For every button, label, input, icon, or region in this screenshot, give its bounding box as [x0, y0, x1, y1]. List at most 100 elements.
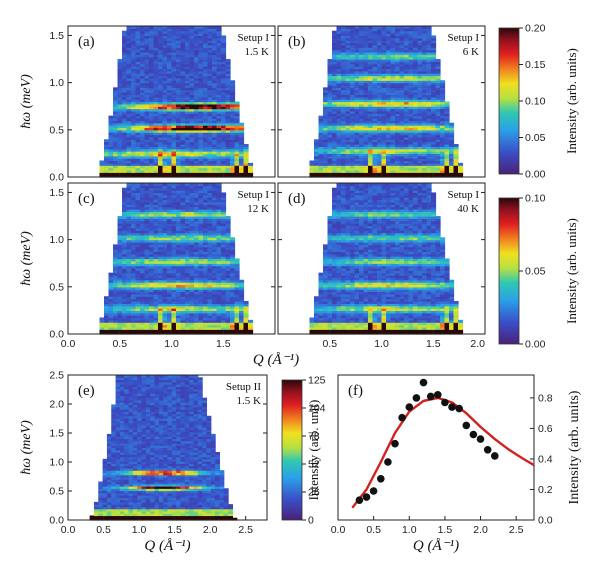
heatmap-cell [126, 49, 132, 53]
heatmap-cell [345, 158, 351, 162]
heatmap-cell [180, 256, 186, 260]
heatmap-cell [198, 223, 204, 227]
heatmap-cell [158, 33, 164, 37]
heatmap-cell [372, 73, 378, 77]
heatmap-cell [162, 234, 168, 238]
heatmap-cell [158, 54, 164, 58]
heatmap-cell [149, 73, 155, 77]
heatmap-cell [359, 167, 365, 171]
heatmap-cell [185, 251, 191, 255]
heatmap-cell [135, 241, 141, 245]
heatmap-cell [230, 94, 236, 98]
heatmap-cell [171, 148, 177, 152]
heatmap-cell [440, 153, 446, 157]
heatmap-cell [108, 172, 114, 176]
heatmap-cell [341, 148, 347, 152]
heatmap-cell [126, 153, 132, 157]
heatmap-cell [126, 329, 132, 333]
heatmap-cell [207, 87, 213, 91]
heatmap-cell [212, 174, 218, 178]
heatmap-cell [180, 63, 186, 67]
heatmap-cell [117, 326, 123, 330]
heatmap-cell [207, 143, 213, 147]
heatmap-cell [122, 293, 128, 297]
heatmap-cell [144, 234, 150, 238]
heatmap-cell [435, 174, 441, 178]
heatmap-cell [341, 153, 347, 157]
heatmap-cell [318, 160, 324, 164]
heatmap-cell [126, 187, 132, 191]
heatmap-cell [395, 129, 401, 133]
heatmap-cell [381, 63, 387, 67]
heatmap-cell [144, 136, 150, 140]
heatmap-cell [162, 187, 168, 191]
heatmap-cell [207, 33, 213, 37]
heatmap-cell [440, 169, 446, 173]
heatmap-cell [180, 185, 186, 189]
heatmap-cell [180, 319, 186, 323]
heatmap-cell [395, 127, 401, 131]
heatmap-cell [372, 174, 378, 178]
heatmap-cell [144, 216, 150, 219]
heatmap-cell [372, 56, 378, 60]
heatmap-cell [212, 26, 218, 29]
heatmap-cell [153, 291, 159, 295]
heatmap-cell [248, 165, 254, 169]
heatmap-cell [458, 167, 464, 171]
heatmap-cell [363, 99, 369, 103]
heatmap-cell [140, 153, 146, 157]
heatmap-cell [198, 199, 204, 203]
heatmap-cell [234, 136, 240, 140]
heatmap-cell [189, 68, 195, 72]
heatmap-cell [221, 56, 227, 60]
heatmap-cell [408, 94, 414, 98]
heatmap-cell [135, 153, 141, 157]
heatmap-cell [122, 103, 128, 107]
heatmap-cell [117, 68, 123, 72]
heatmap-cell [176, 331, 182, 335]
heatmap-cell [162, 197, 168, 201]
heatmap-cell [144, 110, 150, 114]
heatmap-cell [404, 106, 410, 110]
heatmap-cell [126, 289, 132, 293]
heatmap-cell [176, 151, 182, 155]
heatmap-cell [126, 234, 132, 238]
heatmap-cell [167, 108, 173, 112]
heatmap-cell [131, 80, 137, 84]
heatmap-cell [390, 92, 396, 96]
heatmap-cell [198, 165, 204, 169]
heatmap-cell [171, 234, 177, 238]
heatmap-cell [194, 146, 200, 150]
heatmap-cell [372, 28, 378, 32]
heatmap-cell [108, 129, 114, 133]
heatmap-cell [176, 279, 182, 283]
heatmap-cell [135, 237, 141, 241]
heatmap-cell [135, 218, 141, 222]
heatmap-cell [207, 289, 213, 293]
heatmap-cell [221, 94, 227, 98]
heatmap-cell [363, 80, 369, 84]
heatmap-cell [207, 66, 213, 70]
heatmap-cell [417, 134, 423, 138]
heatmap-cell [185, 326, 191, 330]
heatmap-cell [122, 141, 128, 145]
heatmap-cell [144, 30, 150, 34]
heatmap-cell [341, 89, 347, 93]
heatmap-cell [108, 326, 114, 330]
heatmap-cell [171, 61, 177, 65]
heatmap-cell [239, 160, 245, 164]
heatmap-cell [162, 61, 168, 65]
heatmap-cell [198, 35, 204, 39]
heatmap-cell [359, 47, 365, 51]
heatmap-cell [176, 103, 182, 107]
heatmap-cell [426, 87, 432, 91]
heatmap-cell [140, 151, 146, 155]
heatmap-cell [198, 132, 204, 136]
heatmap-cell [363, 153, 369, 157]
heatmap-cell [135, 234, 141, 238]
heatmap-cell [144, 284, 150, 288]
heatmap-cell [185, 197, 191, 201]
heatmap-cell [167, 167, 173, 171]
heatmap-cell [140, 249, 146, 253]
heatmap-cell [162, 120, 168, 124]
